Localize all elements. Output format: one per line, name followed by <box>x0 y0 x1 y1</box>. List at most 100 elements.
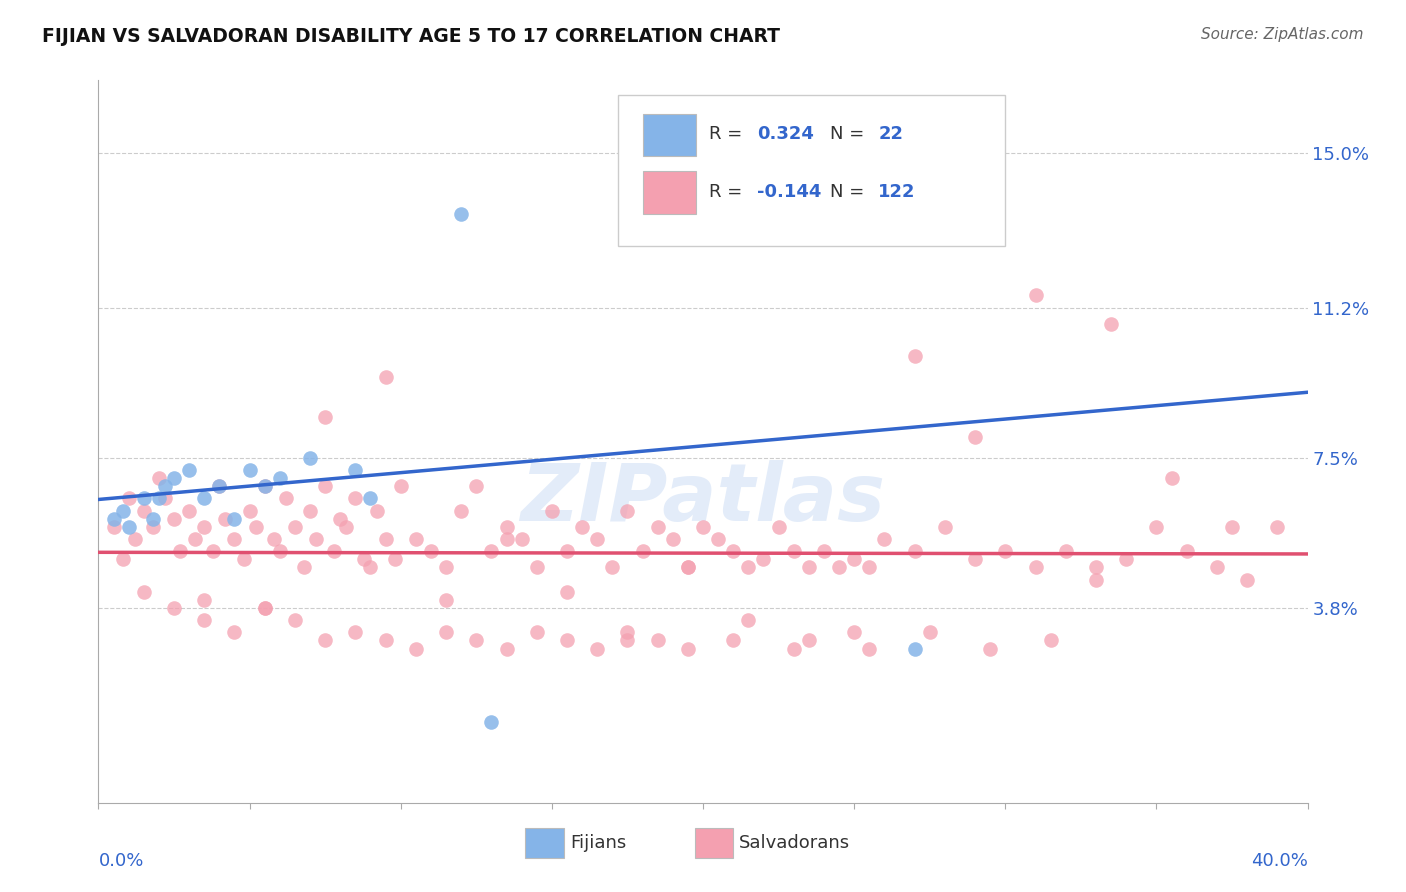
Point <box>737 560 759 574</box>
Point <box>253 601 276 615</box>
Point <box>292 560 315 574</box>
Point <box>253 479 276 493</box>
Point <box>934 520 956 534</box>
Point <box>184 532 207 546</box>
Point <box>132 491 155 506</box>
Point <box>965 430 987 444</box>
FancyBboxPatch shape <box>643 171 696 214</box>
Point <box>314 410 336 425</box>
Point <box>153 479 176 493</box>
Point <box>193 491 215 506</box>
Point <box>904 544 927 558</box>
Point <box>844 552 866 566</box>
Text: 0.324: 0.324 <box>758 126 814 144</box>
Point <box>103 520 125 534</box>
Point <box>797 560 820 574</box>
Point <box>224 625 246 640</box>
Point <box>918 625 941 640</box>
Point <box>374 532 396 546</box>
Point <box>132 584 155 599</box>
Point <box>450 207 472 221</box>
Point <box>389 479 412 493</box>
Point <box>768 520 790 534</box>
Point <box>118 491 141 506</box>
Point <box>239 463 262 477</box>
Text: Salvadorans: Salvadorans <box>740 834 851 852</box>
Point <box>344 491 367 506</box>
Point <box>1206 560 1229 574</box>
Point <box>783 641 806 656</box>
Point <box>1054 544 1077 558</box>
Point <box>124 532 146 546</box>
Point <box>253 479 276 493</box>
Point <box>405 532 427 546</box>
Point <box>239 503 262 517</box>
Point <box>284 613 307 627</box>
Point <box>353 552 375 566</box>
Point <box>692 520 714 534</box>
Point <box>224 511 246 525</box>
Point <box>828 560 851 574</box>
Point <box>979 641 1001 656</box>
Point <box>495 641 517 656</box>
Point <box>224 532 246 546</box>
Point <box>752 146 775 161</box>
Point <box>163 601 186 615</box>
Point <box>193 520 215 534</box>
Point <box>723 544 745 558</box>
Point <box>1085 573 1108 587</box>
Point <box>510 532 533 546</box>
Point <box>873 532 896 546</box>
Point <box>193 613 215 627</box>
Point <box>374 369 396 384</box>
Point <box>434 592 457 607</box>
Point <box>495 532 517 546</box>
Point <box>1220 520 1243 534</box>
Text: ZIPatlas: ZIPatlas <box>520 460 886 539</box>
Point <box>661 532 683 546</box>
FancyBboxPatch shape <box>619 95 1005 246</box>
Point <box>1024 288 1046 302</box>
Point <box>208 479 231 493</box>
Point <box>858 560 880 574</box>
Point <box>1085 560 1108 574</box>
Point <box>434 625 457 640</box>
Point <box>752 552 775 566</box>
Point <box>344 625 367 640</box>
Point <box>366 503 388 517</box>
Point <box>495 520 517 534</box>
Point <box>169 544 191 558</box>
Point <box>481 714 503 729</box>
Point <box>540 503 562 517</box>
Point <box>305 532 328 546</box>
Point <box>111 552 134 566</box>
Point <box>676 560 699 574</box>
Text: 0.0%: 0.0% <box>98 852 143 870</box>
Text: R =: R = <box>709 126 742 144</box>
Point <box>526 625 548 640</box>
Point <box>335 520 357 534</box>
Point <box>163 471 186 485</box>
Point <box>465 633 488 648</box>
Point <box>420 544 443 558</box>
Text: N =: N = <box>830 183 865 202</box>
Point <box>323 544 346 558</box>
Point <box>179 463 201 477</box>
FancyBboxPatch shape <box>643 113 696 156</box>
Point <box>1039 633 1062 648</box>
Point <box>253 601 276 615</box>
Point <box>647 520 669 534</box>
Point <box>202 544 225 558</box>
Point <box>586 532 609 546</box>
Text: FIJIAN VS SALVADORAN DISABILITY AGE 5 TO 17 CORRELATION CHART: FIJIAN VS SALVADORAN DISABILITY AGE 5 TO… <box>42 27 780 45</box>
Point <box>555 544 578 558</box>
Point <box>1236 573 1258 587</box>
Point <box>813 544 835 558</box>
Point <box>1267 520 1289 534</box>
Text: R =: R = <box>709 183 742 202</box>
Point <box>586 641 609 656</box>
Point <box>676 641 699 656</box>
Point <box>434 560 457 574</box>
Point <box>904 349 927 363</box>
Point <box>1099 317 1122 331</box>
